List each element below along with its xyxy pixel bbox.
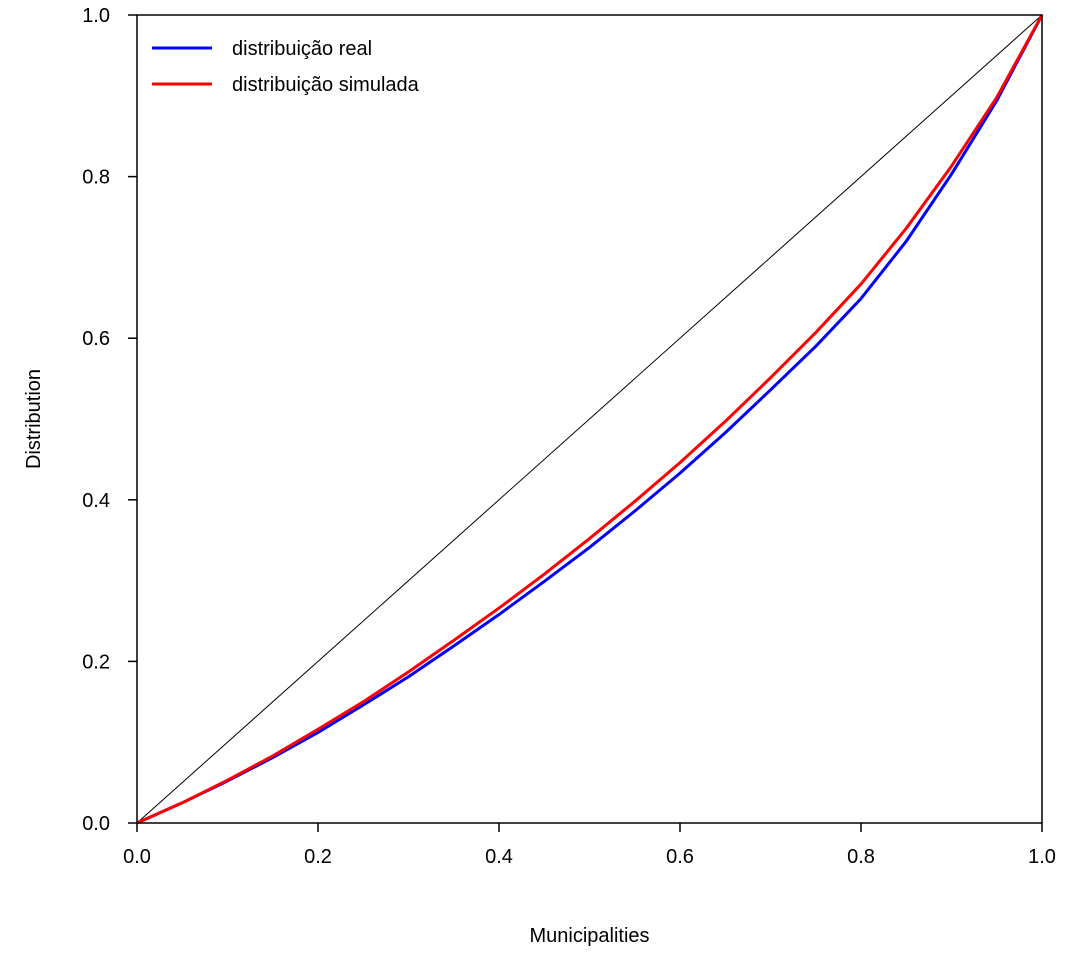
legend-label-distribuicao-simulada: distribuição simulada: [232, 74, 420, 96]
y-tick-label: 0.4: [82, 490, 110, 512]
reference-layer: [136, 14, 1043, 824]
x-tick-label: 1.0: [1028, 846, 1056, 868]
plot-frame: [136, 14, 1043, 824]
equality-line: [136, 14, 1043, 824]
series-line-distribuicao-real: [136, 14, 1044, 825]
x-tick-label: 0.4: [485, 846, 513, 868]
y-axis-label: Distribution: [23, 369, 45, 469]
x-tick-label: 0.2: [304, 846, 332, 868]
y-tick-label: 0.6: [82, 328, 110, 350]
y-tick-label: 0.8: [82, 167, 110, 189]
series-layer: [136, 14, 1044, 825]
legend-label-distribuicao-real: distribuição real: [232, 38, 372, 60]
y-tick-label: 0.0: [82, 813, 110, 835]
y-tick-label: 1.0: [82, 5, 110, 27]
x-tick-label: 0.6: [666, 846, 694, 868]
series-line-distribuicao-simulada: [136, 14, 1044, 825]
y-tick-label: 0.2: [82, 651, 110, 673]
y-axis-ticks: 0.0 0.2 0.4 0.6 0.8 1.0: [82, 5, 137, 835]
x-tick-label: 0.0: [123, 846, 151, 868]
legend: distribuição real distribuição simulada: [152, 38, 420, 96]
x-axis-ticks: 0.0 0.2 0.4 0.6 0.8 1.0: [123, 823, 1056, 868]
x-axis-label: Municipalities: [529, 925, 649, 947]
x-tick-label: 0.8: [847, 846, 875, 868]
